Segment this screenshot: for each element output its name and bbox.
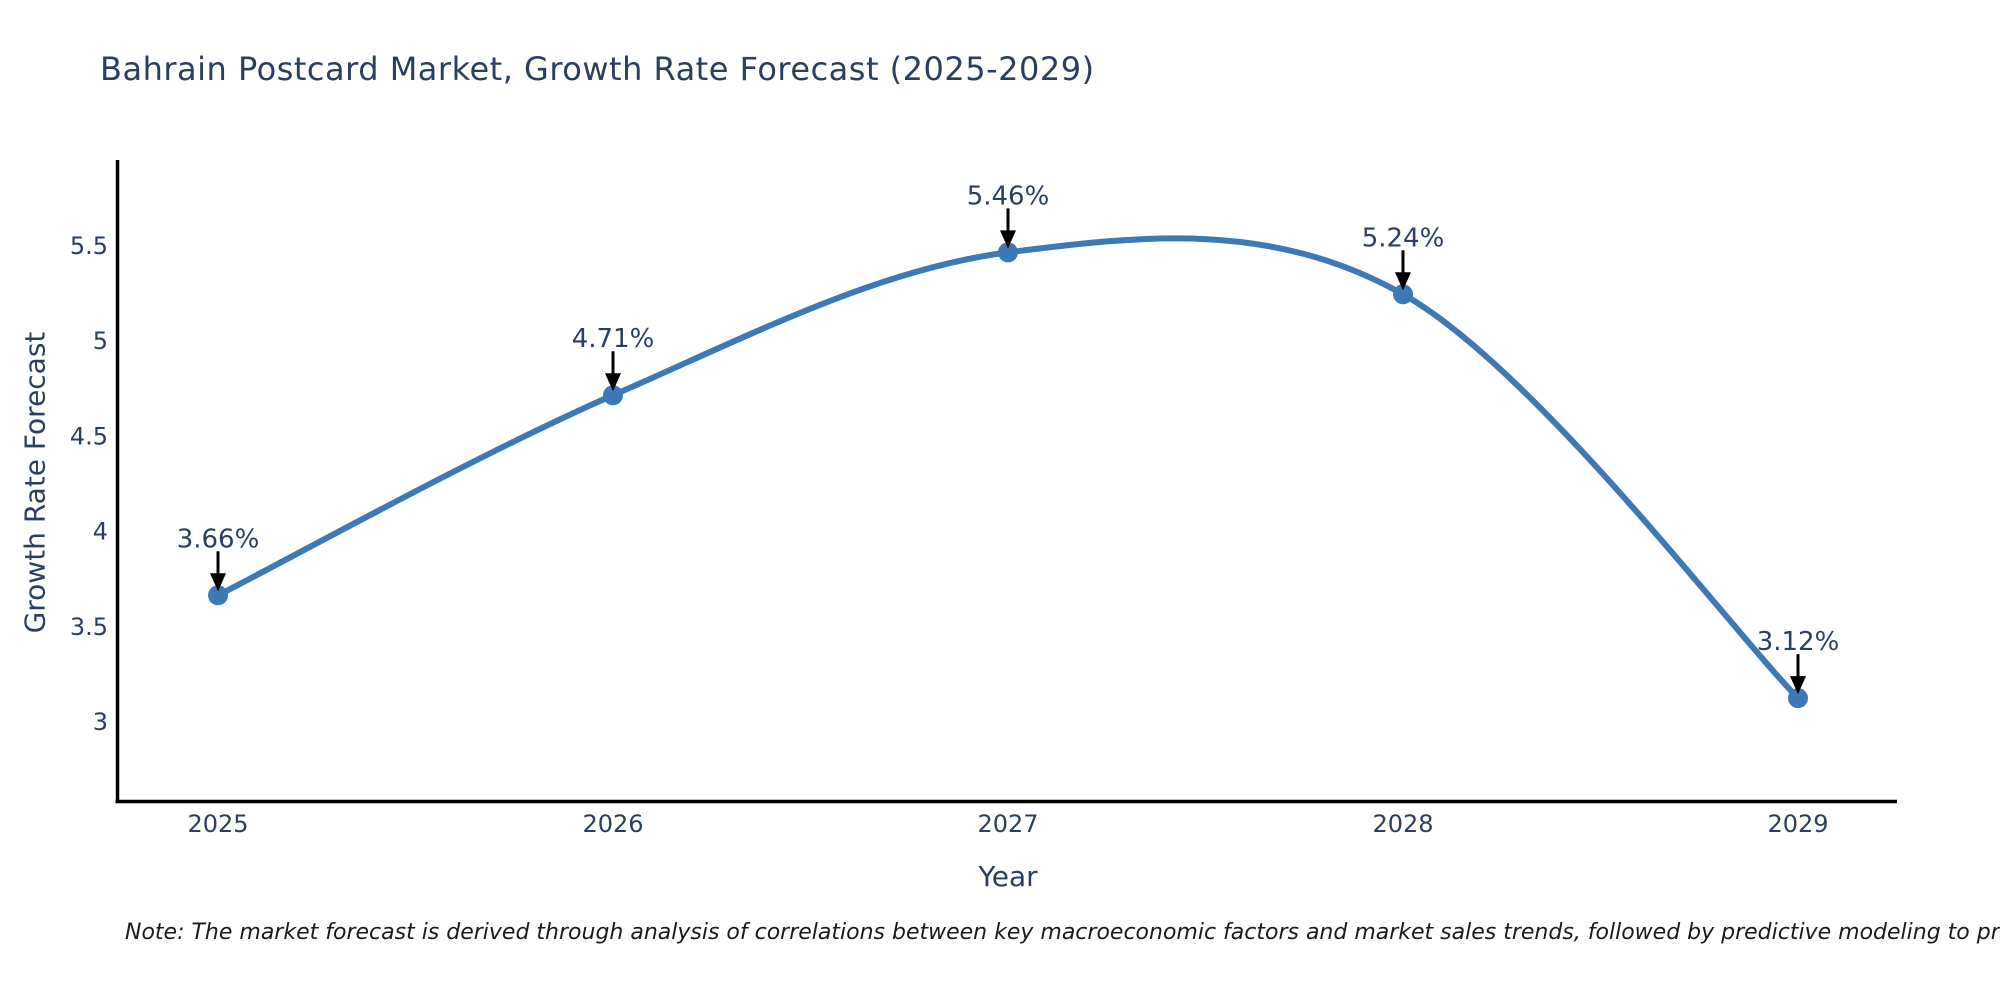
annotation-arrowhead-icon: [210, 573, 226, 592]
y-tick-label: 4: [93, 518, 108, 546]
x-tick-label: 2025: [187, 810, 248, 838]
data-point-label: 3.66%: [177, 524, 260, 554]
y-tick-labels: 3 3.5 4 4.5 5 5.5: [70, 232, 108, 736]
x-tick-label: 2029: [1767, 810, 1828, 838]
x-axis-title: Year: [978, 860, 1038, 893]
forecast-line: [215, 235, 1801, 702]
data-point-marker: [998, 242, 1018, 263]
annotation-arrowhead-icon: [605, 373, 621, 392]
data-point-marker: [208, 585, 228, 606]
y-tick-label: 5: [93, 327, 108, 355]
data-point-label: 3.12%: [1757, 627, 1840, 657]
x-tick-label: 2027: [977, 810, 1038, 838]
y-axis-title: Growth Rate Forecast: [18, 331, 52, 634]
data-point-label: 5.24%: [1362, 223, 1445, 253]
annotation-arrowhead-icon: [1790, 676, 1806, 695]
chart-title: Bahrain Postcard Market, Growth Rate For…: [100, 50, 1095, 88]
y-tick-label: 3.5: [70, 613, 108, 641]
x-tick-label: 2026: [582, 810, 643, 838]
x-tick-labels: 2025 2026 2027 2028 2029: [187, 810, 1828, 838]
x-tick-label: 2028: [1372, 810, 1433, 838]
data-point-label: 5.46%: [967, 181, 1050, 211]
y-tick-label: 4.5: [70, 422, 108, 450]
annotation-arrowhead-icon: [1395, 272, 1411, 291]
annotation-arrowhead-icon: [1000, 230, 1016, 249]
data-markers: [208, 242, 1808, 709]
y-tick-label: 3: [93, 708, 108, 736]
data-point-marker: [1788, 688, 1808, 709]
data-point-label: 4.71%: [572, 324, 655, 354]
footnote: Note: The market forecast is derived thr…: [125, 920, 2000, 945]
data-point-marker: [1393, 284, 1413, 305]
point-annotations: 3.66% 4.71% 5.46% 5.24% 3.12%: [177, 181, 1840, 695]
y-tick-label: 5.5: [70, 232, 108, 260]
data-point-marker: [603, 385, 623, 406]
